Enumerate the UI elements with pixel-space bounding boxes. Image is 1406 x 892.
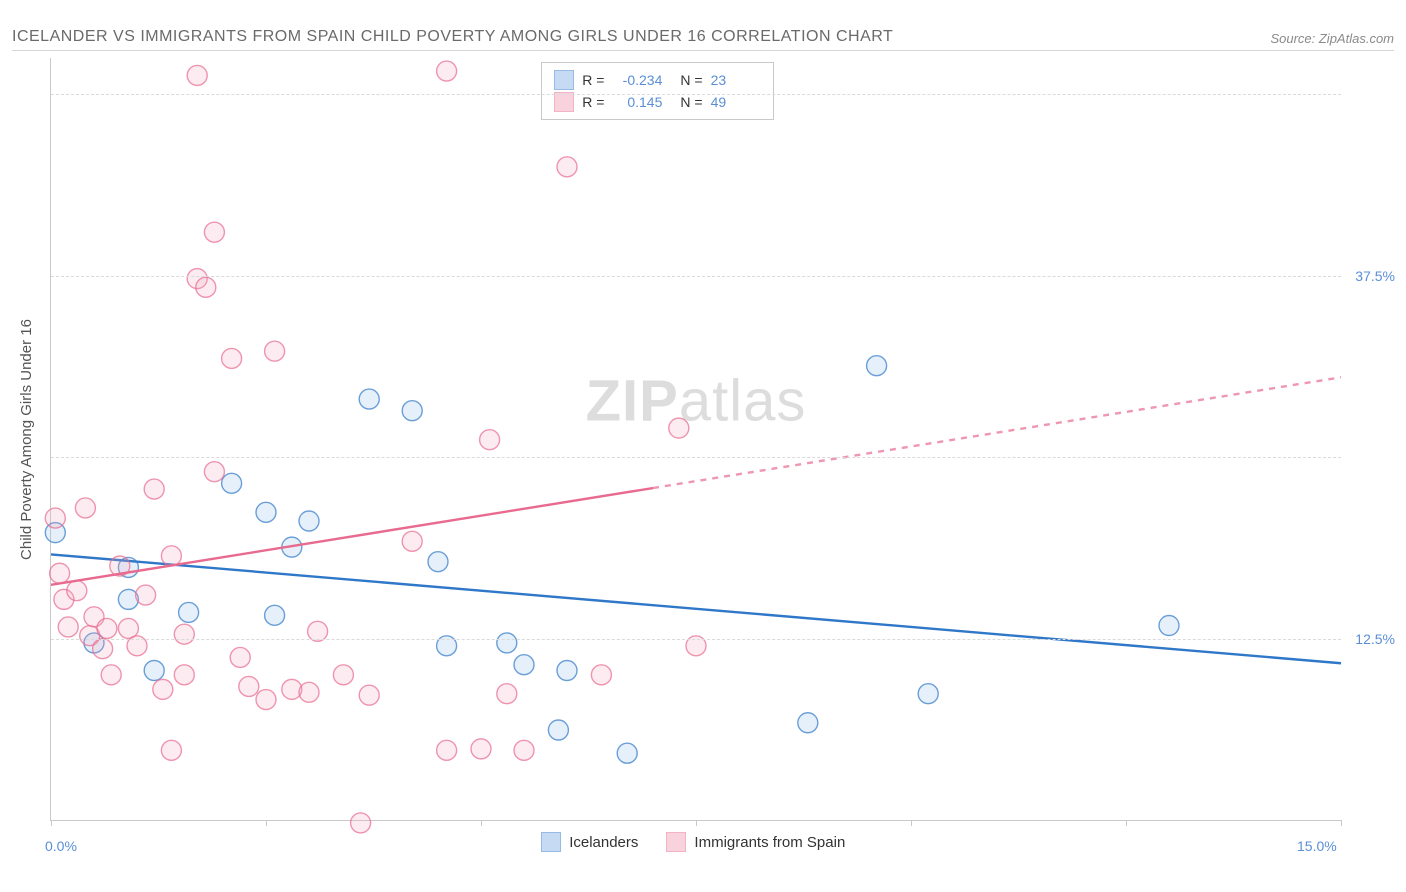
data-point (58, 617, 78, 637)
r-label: R = (582, 72, 604, 88)
data-point (50, 563, 70, 583)
series-name: Icelanders (569, 834, 638, 851)
legend-swatch (666, 832, 686, 852)
trend-line (51, 488, 653, 585)
legend-row: R = -0.234 N = 23 (554, 69, 760, 91)
legend-swatch (541, 832, 561, 852)
source-attribution: Source: ZipAtlas.com (1270, 31, 1394, 46)
data-point (471, 739, 491, 759)
data-point (918, 684, 938, 704)
data-point (204, 222, 224, 242)
data-point (45, 508, 65, 528)
data-point (239, 676, 259, 696)
data-point (187, 65, 207, 85)
x-tick-label: 0.0% (45, 838, 77, 854)
data-point (359, 685, 379, 705)
r-value: 0.145 (612, 94, 662, 110)
data-point (669, 418, 689, 438)
data-point (67, 581, 87, 601)
data-point (265, 605, 285, 625)
data-point (402, 531, 422, 551)
legend-swatch (554, 70, 574, 90)
data-point (101, 665, 121, 685)
data-point (497, 633, 517, 653)
n-value: 23 (711, 72, 761, 88)
data-point (144, 661, 164, 681)
data-point (591, 665, 611, 685)
gridline (51, 639, 1341, 640)
data-point (617, 743, 637, 763)
data-point (557, 661, 577, 681)
legend-bottom: Icelanders Immigrants from Spain (541, 832, 845, 852)
data-point (798, 713, 818, 733)
data-point (265, 341, 285, 361)
y-tick-label: 12.5% (1355, 631, 1395, 647)
n-label: N = (680, 94, 702, 110)
chart-container: ICELANDER VS IMMIGRANTS FROM SPAIN CHILD… (0, 0, 1406, 892)
data-point (514, 740, 534, 760)
data-point (204, 462, 224, 482)
data-point (437, 740, 457, 760)
data-point (230, 647, 250, 667)
data-point (299, 511, 319, 531)
data-point (93, 639, 113, 659)
legend-item: Icelanders (541, 832, 638, 852)
data-point (497, 684, 517, 704)
r-value: -0.234 (612, 72, 662, 88)
y-axis-label: Child Poverty Among Girls Under 16 (16, 58, 36, 820)
plot-area: ZIPatlas R =-0.234N =23R =0.145N =49 Ice… (50, 58, 1341, 821)
gridline (51, 457, 1341, 458)
title-bar: ICELANDER VS IMMIGRANTS FROM SPAIN CHILD… (12, 20, 1394, 51)
legend-top: R = -0.234 N = 23 R = 0.145 N = 49 (541, 62, 773, 120)
data-point (437, 61, 457, 81)
data-point (161, 740, 181, 760)
data-point (548, 720, 568, 740)
x-tick (266, 820, 267, 826)
x-tick (911, 820, 912, 826)
data-point (75, 498, 95, 518)
data-point (144, 479, 164, 499)
data-point (557, 157, 577, 177)
data-point (299, 682, 319, 702)
data-point (222, 473, 242, 493)
data-point (514, 655, 534, 675)
data-point (153, 679, 173, 699)
legend-item: Immigrants from Spain (666, 832, 845, 852)
gridline (51, 276, 1341, 277)
data-point (196, 277, 216, 297)
x-tick (696, 820, 697, 826)
x-tick (481, 820, 482, 826)
trend-line-dashed (653, 377, 1341, 488)
data-point (359, 389, 379, 409)
data-point (97, 618, 117, 638)
scatter-plot-svg (51, 58, 1341, 820)
data-point (867, 356, 887, 376)
y-tick-label: 37.5% (1355, 268, 1395, 284)
x-tick (1341, 820, 1342, 826)
data-point (136, 585, 156, 605)
gridline (51, 94, 1341, 95)
data-point (222, 348, 242, 368)
x-tick (51, 820, 52, 826)
data-point (174, 624, 194, 644)
n-value: 49 (711, 94, 761, 110)
data-point (333, 665, 353, 685)
chart-title: ICELANDER VS IMMIGRANTS FROM SPAIN CHILD… (12, 28, 893, 46)
data-point (402, 401, 422, 421)
data-point (179, 602, 199, 622)
n-label: N = (680, 72, 702, 88)
data-point (480, 430, 500, 450)
data-point (174, 665, 194, 685)
x-tick-label: 15.0% (1297, 838, 1337, 854)
r-label: R = (582, 94, 604, 110)
data-point (256, 690, 276, 710)
data-point (161, 546, 181, 566)
series-name: Immigrants from Spain (694, 834, 845, 851)
data-point (428, 552, 448, 572)
data-point (1159, 616, 1179, 636)
data-point (256, 502, 276, 522)
data-point (351, 813, 371, 833)
x-tick (1126, 820, 1127, 826)
